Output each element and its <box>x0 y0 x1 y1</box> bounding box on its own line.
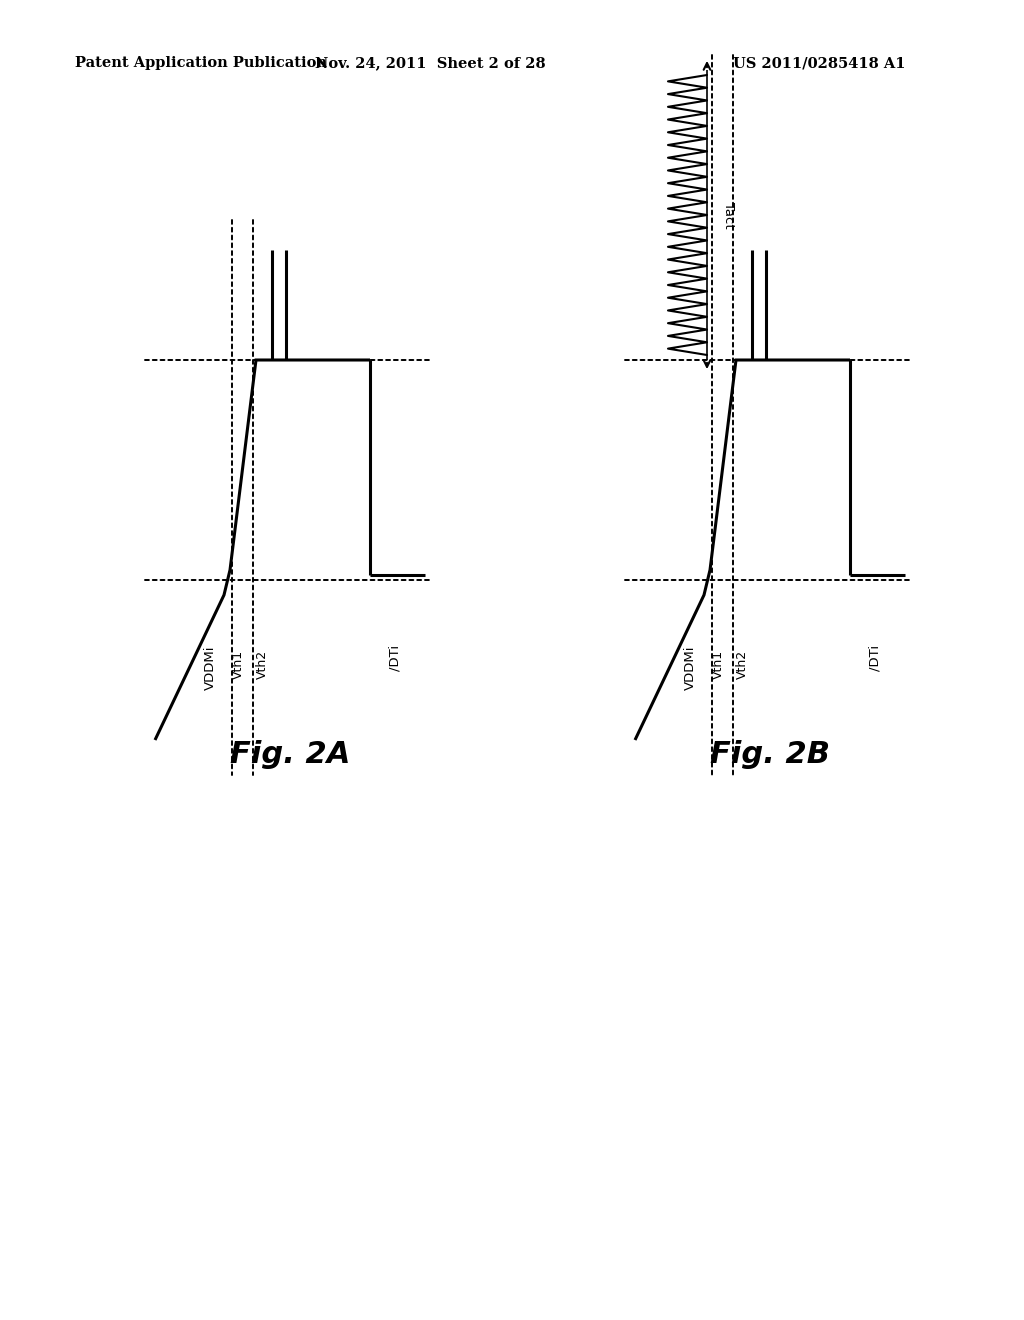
Text: Tact: Tact <box>722 202 735 228</box>
Text: Fig. 2B: Fig. 2B <box>710 741 830 770</box>
Text: VDDMi: VDDMi <box>684 645 697 689</box>
Text: Vth2: Vth2 <box>736 649 749 678</box>
Text: Nov. 24, 2011  Sheet 2 of 28: Nov. 24, 2011 Sheet 2 of 28 <box>314 57 546 70</box>
Text: Patent Application Publication: Patent Application Publication <box>75 57 327 70</box>
Text: Vth2: Vth2 <box>256 649 269 678</box>
Text: Vth1: Vth1 <box>232 649 245 678</box>
Text: Fig. 2A: Fig. 2A <box>229 741 350 770</box>
Text: US 2011/0285418 A1: US 2011/0285418 A1 <box>733 57 905 70</box>
Text: VDDMi: VDDMi <box>204 645 217 689</box>
Text: Vth1: Vth1 <box>712 649 725 678</box>
Text: /DTi: /DTi <box>868 645 881 671</box>
Text: /DTi: /DTi <box>388 645 401 671</box>
